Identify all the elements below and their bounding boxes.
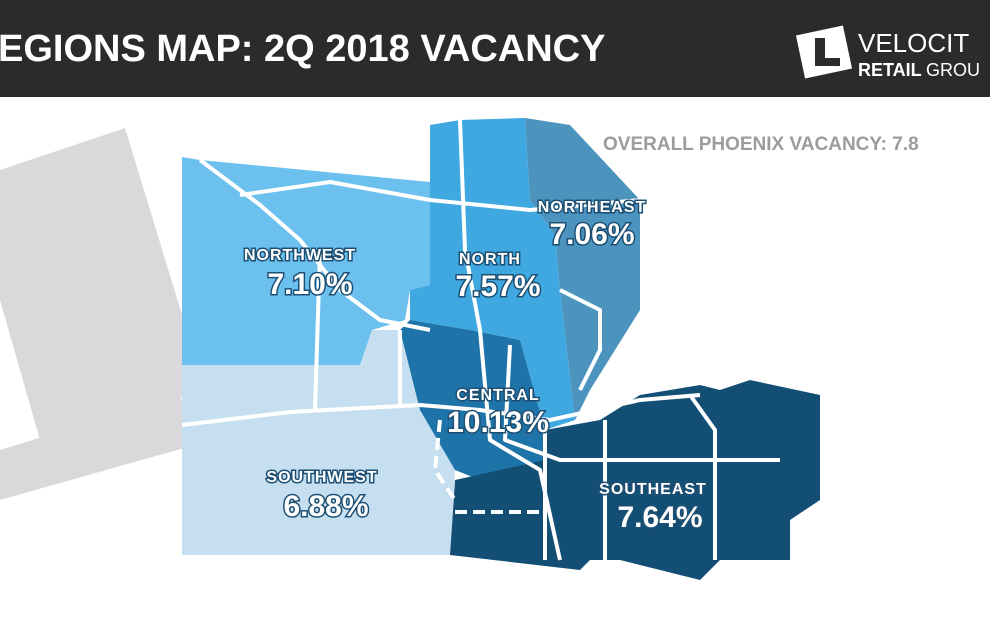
labels: NORTHWEST 7.10% NORTH 7.57% NORTHEAST 7.… bbox=[242, 198, 707, 536]
road bbox=[239, 180, 641, 212]
logo-top: VELOCIT bbox=[858, 28, 969, 58]
header-title: EGIONS MAP: 2Q 2018 VACANCY bbox=[0, 28, 605, 70]
road bbox=[559, 288, 602, 391]
region-name: SOUTHEAST bbox=[599, 481, 707, 498]
region-north bbox=[410, 118, 575, 430]
road bbox=[181, 393, 701, 427]
region-value: 7.64% bbox=[617, 501, 702, 534]
overall-vacancy: OVERALL PHOENIX VACANCY: 7.8 bbox=[603, 134, 919, 155]
logo-rest: GROU bbox=[926, 60, 980, 80]
logo: VELOCIT RETAIL GROU bbox=[795, 25, 980, 80]
road bbox=[433, 419, 457, 502]
region-value: 7.06% bbox=[549, 218, 634, 251]
road bbox=[503, 344, 780, 462]
region-northeast bbox=[525, 118, 640, 420]
region-value: 10.13% bbox=[447, 406, 549, 439]
region-southwest bbox=[182, 330, 455, 555]
road bbox=[313, 249, 322, 411]
logo-bold: RETAIL bbox=[858, 60, 922, 80]
road bbox=[688, 393, 717, 560]
region-value: 6.88% bbox=[283, 490, 368, 523]
region-name: NORTHWEST bbox=[244, 247, 356, 264]
region-name: NORTH bbox=[459, 251, 521, 268]
region-value: 7.57% bbox=[455, 270, 540, 303]
region-name: CENTRAL bbox=[456, 387, 539, 404]
map bbox=[181, 118, 820, 580]
region-southeast bbox=[450, 380, 820, 580]
region-value: 7.10% bbox=[267, 268, 352, 301]
region-name: SOUTHWEST bbox=[266, 469, 377, 486]
watermark bbox=[0, 128, 205, 500]
logo-l bbox=[815, 38, 840, 66]
region-name: NORTHEAST bbox=[538, 199, 647, 216]
